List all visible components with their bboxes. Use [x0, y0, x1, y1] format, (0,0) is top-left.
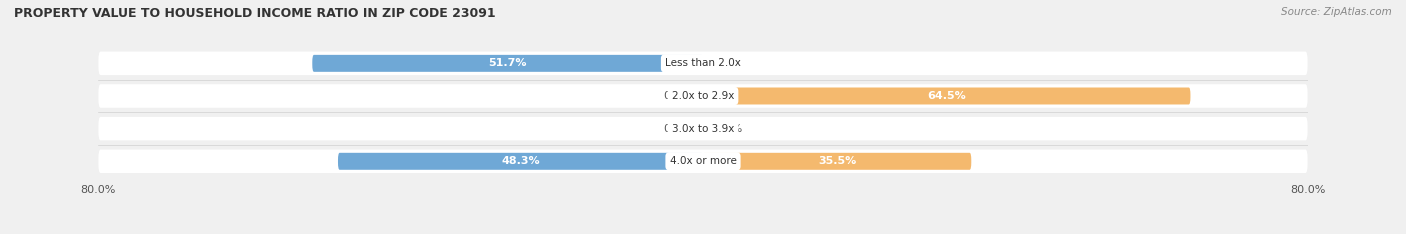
Text: 64.5%: 64.5% [928, 91, 966, 101]
FancyBboxPatch shape [98, 150, 1308, 173]
FancyBboxPatch shape [312, 55, 703, 72]
FancyBboxPatch shape [98, 51, 1308, 75]
Text: Less than 2.0x: Less than 2.0x [665, 58, 741, 68]
FancyBboxPatch shape [98, 84, 1308, 108]
Text: 35.5%: 35.5% [818, 156, 856, 166]
Text: 0.0%: 0.0% [714, 58, 742, 68]
FancyBboxPatch shape [703, 153, 972, 170]
Text: PROPERTY VALUE TO HOUSEHOLD INCOME RATIO IN ZIP CODE 23091: PROPERTY VALUE TO HOUSEHOLD INCOME RATIO… [14, 7, 496, 20]
FancyBboxPatch shape [337, 153, 703, 170]
Text: 48.3%: 48.3% [501, 156, 540, 166]
Text: 51.7%: 51.7% [488, 58, 527, 68]
Legend: Without Mortgage, With Mortgage: Without Mortgage, With Mortgage [582, 230, 824, 234]
Text: Source: ZipAtlas.com: Source: ZipAtlas.com [1281, 7, 1392, 17]
Text: 0.0%: 0.0% [664, 91, 692, 101]
Text: 0.0%: 0.0% [664, 124, 692, 134]
Text: 2.0x to 2.9x: 2.0x to 2.9x [672, 91, 734, 101]
Text: 0.0%: 0.0% [714, 124, 742, 134]
Text: 3.0x to 3.9x: 3.0x to 3.9x [672, 124, 734, 134]
Text: 4.0x or more: 4.0x or more [669, 156, 737, 166]
FancyBboxPatch shape [98, 117, 1308, 140]
FancyBboxPatch shape [703, 88, 1191, 105]
